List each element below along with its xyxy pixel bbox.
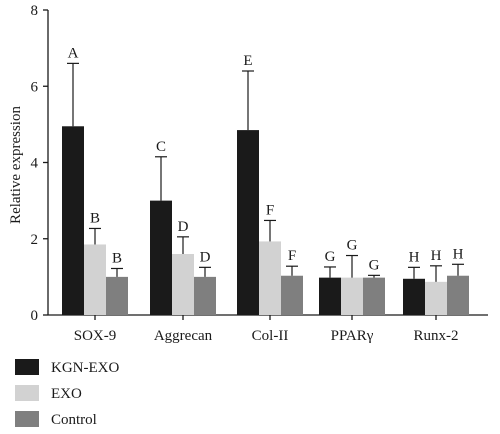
significance-label: H	[431, 248, 442, 264]
category-label: PPARγ	[331, 328, 374, 344]
category-label: SOX-9	[74, 328, 117, 344]
legend-label: KGN-EXO	[51, 360, 119, 376]
significance-label: E	[243, 53, 252, 69]
bar	[150, 200, 172, 315]
bar	[106, 276, 128, 315]
category-group: E F F	[237, 53, 303, 315]
legend-swatch	[15, 359, 39, 375]
significance-label: G	[369, 257, 380, 273]
legend-label: Control	[51, 412, 97, 428]
bar	[363, 277, 385, 315]
significance-label: D	[200, 249, 211, 265]
category-group: GGG	[319, 238, 385, 315]
bar	[319, 277, 341, 315]
category-label: Col-II	[252, 328, 289, 344]
bar	[84, 244, 106, 315]
y-tick-label: 8	[31, 3, 39, 19]
legend: KGN-EXO EXO Control	[15, 359, 119, 428]
bar	[403, 278, 425, 315]
legend-item: Control	[15, 411, 97, 428]
x-axis: SOX-9 Aggrecan Col-II PPARγ Runx-2	[48, 314, 488, 344]
category-label: Runx-2	[414, 328, 459, 344]
legend-swatch	[15, 411, 39, 427]
significance-label: B	[112, 250, 122, 266]
category-group: C DD	[150, 139, 216, 315]
significance-label: A	[68, 45, 79, 61]
bar	[237, 130, 259, 315]
y-tick-label: 0	[31, 308, 39, 324]
legend-swatch	[15, 385, 39, 401]
bar	[62, 126, 84, 315]
significance-label: H	[409, 249, 420, 265]
significance-label: G	[325, 249, 336, 265]
bar	[172, 254, 194, 315]
significance-label: H	[453, 246, 464, 262]
legend-item: KGN-EXO	[15, 359, 119, 376]
significance-label: F	[266, 202, 274, 218]
legend-item: EXO	[15, 385, 82, 402]
bar	[194, 276, 216, 315]
significance-label: C	[156, 139, 166, 155]
significance-label: B	[90, 210, 100, 226]
significance-label: G	[347, 238, 358, 254]
significance-label: F	[288, 248, 296, 264]
y-tick-label: 4	[31, 156, 39, 172]
bar	[341, 277, 363, 315]
bar	[447, 275, 469, 315]
y-axis: 0 2 4 6 8	[31, 3, 49, 324]
bar	[425, 281, 447, 315]
y-tick-label: 6	[31, 79, 39, 95]
y-axis-title: Relative expression	[8, 106, 24, 224]
category-label: Aggrecan	[154, 328, 213, 344]
category-group: A B B	[62, 45, 128, 315]
y-tick-label: 2	[31, 232, 39, 248]
bar	[281, 275, 303, 315]
legend-label: EXO	[51, 386, 82, 402]
significance-label: D	[178, 219, 189, 235]
bar	[259, 241, 281, 315]
